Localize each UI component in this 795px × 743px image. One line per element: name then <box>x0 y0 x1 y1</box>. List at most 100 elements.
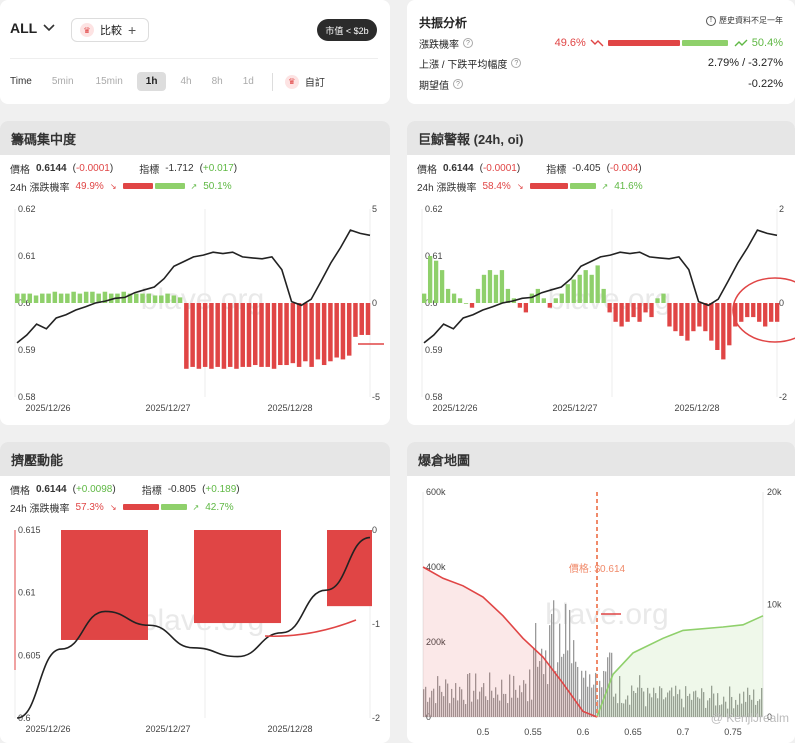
liq-bar <box>513 675 515 717</box>
indicator-bar <box>451 293 457 303</box>
indicator-bar <box>33 295 39 303</box>
indicator-bar <box>171 295 177 303</box>
trend-up-icon: ↗ <box>601 181 609 191</box>
liq-bar <box>485 696 487 717</box>
indicator-bar <box>433 260 439 303</box>
indicator-bar <box>127 293 133 303</box>
indicator-bar <box>340 303 346 360</box>
liq-bar <box>727 708 729 717</box>
indicator-bar <box>769 303 774 322</box>
price-marker-label: 價格: $0.614 <box>569 562 626 575</box>
prob-down-bar <box>607 40 680 46</box>
price-label: 價格 <box>10 485 30 497</box>
liq-bar <box>569 609 571 717</box>
avg-row: 上漲 / 下跌平均幅度 ? 2.79% / -3.27% <box>419 56 783 71</box>
liq-bar <box>637 687 639 717</box>
indicator-bar <box>589 274 594 303</box>
indicator-bar <box>667 303 672 327</box>
price-value: 0.6144 <box>36 483 67 495</box>
liq-bar <box>679 689 681 717</box>
indicator-bar <box>202 303 208 367</box>
liq-bar <box>481 687 483 717</box>
indicator-bar <box>177 297 183 303</box>
prob-down-value: 49.9% <box>75 180 104 192</box>
liq-bar <box>553 600 555 717</box>
market-cap-text: 市值 < $2b <box>325 25 369 36</box>
indicator-bar <box>745 303 750 318</box>
divider <box>10 58 378 59</box>
help-icon[interactable]: ? <box>463 38 473 48</box>
liq-bar <box>463 699 465 717</box>
interval-4h[interactable]: 4h <box>180 76 192 87</box>
liq-bar <box>663 699 665 717</box>
long-cum-area <box>597 615 763 717</box>
liq-bar <box>571 663 573 717</box>
liq-bar <box>743 691 745 717</box>
market-cap-badge[interactable]: 市值 < $2b <box>317 19 377 41</box>
liq-bar <box>443 696 445 717</box>
liq-bar <box>501 679 503 717</box>
help-icon[interactable]: ? <box>453 79 463 89</box>
x-tick-label: 2025/12/26 <box>25 403 70 413</box>
left-tick-label: 0.615 <box>18 525 41 535</box>
indicator-bar <box>439 270 445 303</box>
left-tick-label: 400k <box>426 562 446 572</box>
indicator-bar <box>96 293 101 303</box>
interval-15min[interactable]: 15min <box>95 76 123 87</box>
indicator-bar <box>655 298 660 303</box>
trend-down-icon: ↘ <box>109 181 117 191</box>
indicator-bar <box>577 274 582 303</box>
liq-bar <box>489 672 491 717</box>
avg-down-value: -3.27% <box>748 57 783 69</box>
liq-bar <box>645 706 647 717</box>
avg-label: 上漲 / 下跌平均幅度 <box>419 59 508 71</box>
liq-bar <box>717 693 719 717</box>
liq-bar <box>749 694 751 717</box>
indicator-bar <box>422 293 427 303</box>
indicator-bar <box>265 303 271 367</box>
indicator-bar <box>595 265 600 303</box>
x-tick-label: 0.6 <box>577 727 590 737</box>
interval-1h[interactable]: 1h <box>136 72 167 91</box>
liq-bar <box>599 680 601 717</box>
liq-bar <box>613 696 615 717</box>
indicator-bar <box>328 303 333 362</box>
liq-bar <box>621 702 623 717</box>
crown-icon: ♛ <box>284 74 299 89</box>
chip-panel: 籌碼集中度 價格 0.6144 (-0.0001) 指標 -1.712 (+0.… <box>0 121 390 425</box>
indicator-bar <box>159 295 164 303</box>
indicator-bar <box>259 303 264 367</box>
liq-bar <box>435 703 437 717</box>
asset-label: ALL <box>10 20 38 36</box>
indicator-bar <box>775 303 780 322</box>
liq-bar <box>461 689 463 717</box>
liq-bar <box>595 672 597 717</box>
indicator-bar <box>523 303 529 313</box>
prob-down-value: 57.3% <box>75 501 104 513</box>
liq-bar <box>589 674 591 717</box>
indicator-bar <box>194 530 281 624</box>
liq-bar <box>651 697 653 717</box>
liq-bar <box>639 675 641 717</box>
indicator-bar <box>703 303 708 332</box>
avg-up-value: 2.79% <box>707 57 740 69</box>
liq-bar <box>711 685 713 717</box>
interval-1d[interactable]: 1d <box>242 76 254 87</box>
indicator-bar <box>481 274 487 303</box>
interval-8h[interactable]: 8h <box>211 76 223 87</box>
liq-bar <box>503 693 505 717</box>
indicator-bar <box>547 303 552 308</box>
asset-selector[interactable]: ALL <box>10 20 55 36</box>
interval-5min[interactable]: 5min <box>51 76 74 87</box>
left-tick-label: 0.605 <box>18 650 41 660</box>
help-icon[interactable]: ? <box>511 58 522 68</box>
liq-bar <box>541 648 543 717</box>
indicator-bar <box>721 303 726 360</box>
liq-bar <box>735 699 737 717</box>
indicator-change: (-0.004) <box>606 162 642 174</box>
indicator-bar <box>240 303 245 367</box>
prob-down-value: 49.6% <box>554 37 586 49</box>
compare-button[interactable]: ♛ 比較 + <box>71 18 149 42</box>
annotation-circle <box>732 277 795 343</box>
custom-interval-button[interactable]: 自訂 <box>304 78 325 89</box>
